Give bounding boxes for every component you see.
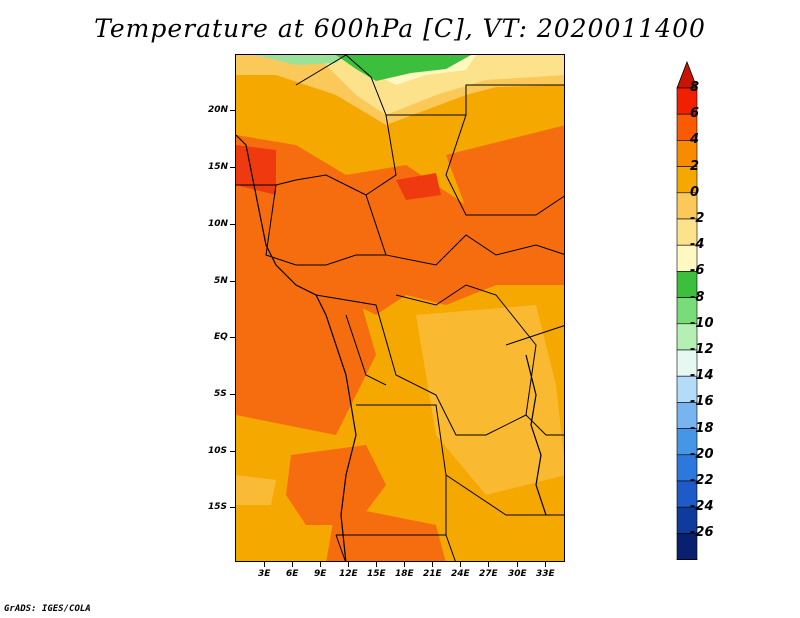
temperature-field — [236, 55, 564, 561]
southwest-light-patch — [236, 475, 276, 505]
coastline — [236, 134, 357, 561]
lat-tick — [230, 224, 235, 225]
temperature-map — [235, 54, 565, 562]
colorbar-label: -20 — [690, 446, 714, 462]
colorbar-label: -16 — [690, 394, 714, 410]
lat-tick — [230, 281, 235, 282]
lon-label-3e: 3E — [258, 569, 271, 579]
lat-tick — [230, 337, 235, 338]
central-hot-patch — [396, 173, 441, 200]
colorbar-label: 0 — [690, 184, 700, 200]
colorbar-label: 4 — [690, 132, 700, 148]
colorbar — [676, 60, 698, 560]
colorbar-label: -26 — [690, 525, 714, 541]
colorbar-label: 2 — [690, 158, 700, 174]
lon-label-15e: 15E — [367, 569, 386, 579]
lon-tick — [545, 562, 546, 567]
lat-tick — [230, 110, 235, 111]
west-hot-patch — [236, 145, 276, 195]
colorbar-label: -22 — [690, 473, 714, 488]
colorbar-label: -12 — [690, 342, 714, 357]
country-borders — [236, 55, 564, 561]
lon-tick — [376, 562, 377, 567]
lon-tick — [264, 562, 265, 567]
lon-label-33e: 33E — [536, 569, 555, 579]
northeast-warm-patch — [446, 125, 564, 235]
colorbar-label: -8 — [690, 289, 705, 305]
colorbar-label: -4 — [690, 237, 705, 253]
lon-label-12e: 12E — [339, 569, 358, 579]
lat-tick — [230, 507, 235, 508]
lat-label-5n: 5N — [214, 276, 228, 286]
lon-tick — [404, 562, 405, 567]
lake-outlines — [525, 354, 547, 516]
colorbar-label: 6 — [690, 106, 700, 122]
lon-label-9e: 9E — [314, 569, 327, 579]
lat-label-eq: EQ — [214, 332, 228, 342]
colorbar-label: -10 — [690, 315, 714, 331]
lat-label-15s: 15S — [208, 502, 228, 512]
lon-tick — [292, 562, 293, 567]
lon-tick — [320, 562, 321, 567]
lon-tick — [348, 562, 349, 567]
east-light-patch — [416, 305, 564, 495]
southern-tip-warm-patch — [326, 505, 446, 561]
colorbar-label: -14 — [690, 368, 714, 384]
south-warm-patch — [286, 445, 386, 525]
lon-tick — [460, 562, 461, 567]
lat-label-15n: 15N — [208, 162, 229, 172]
grads-credit: GrADS: IGES/COLA — [4, 604, 91, 614]
equatorial-warm-patch — [236, 275, 376, 435]
colorbar-label: -24 — [690, 499, 714, 515]
lat-tick — [230, 394, 235, 395]
lon-label-6e: 6E — [286, 569, 299, 579]
map-title: Temperature at 600hPa [C], VT: 202001140… — [94, 14, 706, 43]
lon-label-18e: 18E — [395, 569, 414, 579]
colorbar-label: -2 — [690, 211, 705, 226]
lat-label-20n: 20N — [208, 105, 229, 115]
lon-label-24e: 24E — [451, 569, 470, 579]
lat-tick — [230, 167, 235, 168]
west-africa-warm-belt — [236, 135, 564, 325]
colorbar-label: -6 — [690, 263, 705, 279]
green-patch — [336, 55, 471, 81]
lon-tick — [488, 562, 489, 567]
light-green-patch — [256, 55, 346, 65]
colorbar-label: 8 — [690, 80, 700, 95]
lat-label-10s: 10S — [208, 446, 228, 456]
lon-tick — [517, 562, 518, 567]
lat-tick — [230, 451, 235, 452]
lat-label-5s: 5S — [214, 389, 227, 399]
lon-label-21e: 21E — [423, 569, 442, 579]
lon-tick — [432, 562, 433, 567]
lon-label-27e: 27E — [479, 569, 498, 579]
lat-label-10n: 10N — [208, 219, 229, 229]
colorbar-label: -18 — [690, 420, 714, 436]
lon-label-30e: 30E — [508, 569, 527, 579]
